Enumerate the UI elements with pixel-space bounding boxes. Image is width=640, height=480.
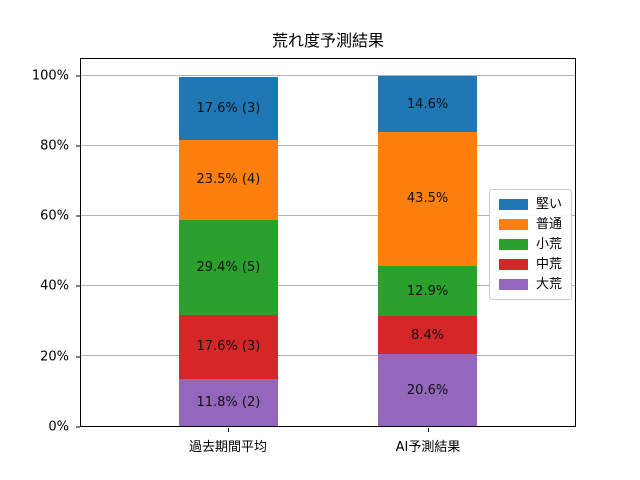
legend: 堅い普通小荒中荒大荒 xyxy=(488,189,572,300)
legend-label: 大荒 xyxy=(535,277,562,292)
legend-swatch xyxy=(498,199,528,210)
y-tick-label: 100% xyxy=(31,68,69,84)
bar-segment-label: 8.4% xyxy=(411,327,445,343)
bar-segment-label: 17.6% (3) xyxy=(196,100,261,116)
x-tick-label: AI予測結果 xyxy=(395,440,461,455)
chart-title: 荒れ度予測結果 xyxy=(271,31,384,50)
y-tick-label: 60% xyxy=(40,208,69,224)
bar-segment: 29.4% (5) xyxy=(178,219,279,316)
bar-segment-label: 20.6% xyxy=(406,382,449,398)
bar-segment-label: 43.5% xyxy=(406,191,449,207)
y-tick-mark xyxy=(76,426,80,428)
gridline xyxy=(81,215,575,217)
stacked-bar: 17.6% (3) 23.5% (4) 29.4% (5) 17.6% (3) 11.8… xyxy=(178,76,279,426)
bar-segment: 20.6% xyxy=(377,354,478,426)
stacked-bar: 14.6% 43.5% 12.9% 8.4% 20.6% xyxy=(377,76,478,426)
gridline xyxy=(81,75,575,77)
bar-segment-label: 14.6% xyxy=(406,96,449,112)
bar-segment: 23.5% (4) xyxy=(178,140,279,220)
bars-layer: 17.6% (3) 23.5% (4) 29.4% (5) 17.6% (3) 11.8… xyxy=(81,59,575,426)
legend-item: 小荒 xyxy=(498,237,562,252)
bar-segment: 8.4% xyxy=(377,316,478,355)
y-tick-mark xyxy=(76,75,80,77)
y-tick-mark xyxy=(76,285,80,287)
x-tick-mark xyxy=(427,428,429,432)
y-tick-label: 20% xyxy=(40,349,69,365)
legend-swatch xyxy=(498,219,528,230)
legend-label: 小荒 xyxy=(535,237,562,252)
legend-swatch xyxy=(498,279,528,290)
legend-label: 中荒 xyxy=(535,257,562,272)
legend-item: 堅い xyxy=(498,197,562,212)
bar-segment-label: 17.6% (3) xyxy=(196,339,261,355)
legend-item: 普通 xyxy=(498,217,562,232)
legend-swatch xyxy=(498,259,528,270)
bar-segment-label: 23.5% (4) xyxy=(196,172,261,188)
bar-segment-label: 11.8% (2) xyxy=(196,394,261,410)
bar-segment: 17.6% (3) xyxy=(178,76,279,141)
bar-segment-label: 29.4% (5) xyxy=(196,259,261,275)
gridline xyxy=(81,285,575,287)
gridline xyxy=(81,355,575,357)
x-tick-label: 過去期間平均 xyxy=(188,440,268,455)
bar-segment-label: 12.9% xyxy=(406,283,449,299)
y-tick-mark xyxy=(76,215,80,217)
plot-area: 17.6% (3) 23.5% (4) 29.4% (5) 17.6% (3) 11.8… xyxy=(80,58,576,427)
y-tick-label: 40% xyxy=(40,278,69,294)
x-tick-mark xyxy=(228,428,229,432)
legend-item: 中荒 xyxy=(498,257,562,272)
bar-segment: 11.8% (2) xyxy=(178,378,279,426)
y-tick-label: 80% xyxy=(40,138,69,154)
legend-label: 堅い xyxy=(535,197,562,212)
gridline xyxy=(81,145,575,147)
bar-segment: 12.9% xyxy=(377,265,478,317)
legend-item: 大荒 xyxy=(498,277,562,292)
y-tick-mark xyxy=(76,145,80,147)
bar-segment: 43.5% xyxy=(377,131,478,266)
bar-segment: 17.6% (3) xyxy=(178,315,279,379)
y-tick-label: 0% xyxy=(48,419,69,435)
y-tick-mark xyxy=(76,356,80,358)
x-axis: 過去期間平均 AI予測結果 xyxy=(80,427,576,463)
bar-segment: 14.6% xyxy=(377,76,478,132)
legend-swatch xyxy=(498,239,528,250)
gridlines-layer xyxy=(81,59,575,426)
y-axis: 0% 20% 40% 60% 80% 100% xyxy=(0,58,80,434)
legend-label: 普通 xyxy=(535,217,562,232)
